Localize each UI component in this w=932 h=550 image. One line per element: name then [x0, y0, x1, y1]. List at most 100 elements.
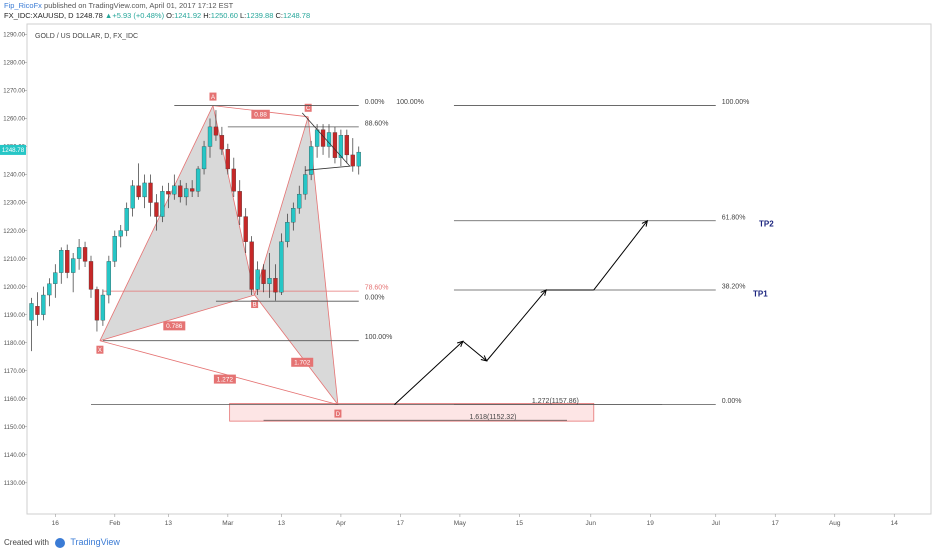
tradingview-logo-icon	[55, 537, 66, 548]
ratio-label: 0.88	[254, 111, 267, 118]
fib-label: 100.00%	[396, 99, 424, 106]
ratio-tag	[251, 109, 270, 119]
candle-body	[65, 250, 70, 273]
tp-label: TP2	[759, 219, 774, 228]
candle-body	[41, 294, 46, 315]
y-tick-label: 1170.00	[4, 369, 26, 375]
candle-body	[47, 283, 52, 296]
candle-body	[261, 269, 266, 284]
candle-body	[124, 208, 129, 231]
triangle-pattern	[301, 112, 351, 171]
pattern-point-tag	[304, 103, 312, 112]
x-tick-label: 15	[516, 520, 524, 527]
y-tick-label: 1270.00	[3, 89, 25, 95]
candle-body	[213, 126, 219, 136]
candle-body	[225, 149, 231, 170]
author-link[interactable]: Fip_RicoFx	[4, 1, 42, 10]
y-tick-label: 1190.00	[4, 313, 26, 319]
x-tick-label: 19	[647, 520, 655, 527]
footer: Created with TradingView	[0, 534, 932, 550]
candle-body	[279, 241, 284, 293]
candle-body	[326, 132, 332, 147]
candle-body	[71, 258, 76, 273]
pattern-point-label: D	[336, 412, 341, 418]
fib-right-label: 38.20%	[722, 283, 746, 290]
candle-body	[142, 182, 147, 198]
y-tick-label: 1240.00	[3, 173, 25, 179]
y-tick-label: 1290.00	[3, 33, 25, 39]
chart-title: GOLD / US DOLLAR, D, FX_IDC	[35, 33, 138, 40]
ratio-label: 0.786	[166, 323, 183, 330]
candle-body	[106, 261, 111, 296]
candle-body	[207, 126, 213, 147]
fib-label: 0.00%	[365, 99, 385, 106]
pattern-point-tag	[96, 345, 104, 354]
price-change: +5.93 (+0.48%)	[112, 11, 165, 20]
created-with-text: Created with	[4, 538, 49, 547]
x-tick-label: Apr	[336, 520, 347, 527]
projection-segment	[593, 220, 648, 291]
pattern-point-tag	[334, 409, 342, 418]
candle-body	[118, 230, 123, 237]
x-tick-label: 14	[891, 520, 899, 527]
candle-body	[255, 269, 260, 290]
candle-body	[29, 303, 34, 321]
candle-body	[219, 135, 225, 150]
ratio-tag	[213, 374, 236, 384]
fib-label: 78.60%	[365, 285, 389, 292]
chart-header: Fip_RicoFx published on TradingView.com,…	[0, 0, 932, 22]
price-chart[interactable]: GOLD / US DOLLAR, D, FX_IDC 1290.00 1280.…	[0, 22, 932, 534]
candle-body	[35, 306, 40, 315]
x-tick-label: Feb	[109, 520, 121, 527]
projection-arrowhead	[641, 219, 649, 227]
fib-label: 1.618(1152.32)	[469, 414, 516, 421]
candle-body	[189, 188, 195, 192]
tradingview-brand[interactable]: TradingView	[70, 537, 120, 547]
candle-body	[136, 185, 141, 198]
pattern-leg-XB	[99, 294, 255, 342]
high-label: H:	[203, 11, 211, 20]
projection-segment	[394, 340, 464, 405]
candle-body	[184, 188, 189, 198]
candle-body	[356, 151, 361, 167]
ratio-label: 1.702	[294, 359, 311, 366]
candle-body	[94, 289, 100, 321]
x-tick-label: 17	[772, 520, 780, 527]
pattern-xab-fill	[99, 105, 255, 341]
x-tick-label: 16	[52, 520, 60, 527]
y-tick-label: 1150.00	[4, 425, 26, 431]
high-value: 1250.60	[210, 11, 238, 20]
x-tick-label: 13	[165, 520, 173, 527]
last-price: 1248.78	[75, 11, 103, 20]
y-tick-label: 1140.00	[4, 453, 26, 459]
candle-body	[53, 272, 58, 284]
candle-body	[308, 146, 314, 175]
pattern-leg-XD	[99, 340, 339, 405]
candle-body	[88, 261, 94, 290]
candle-body	[82, 247, 88, 262]
candle-body	[76, 247, 82, 259]
ratio-tag	[163, 321, 186, 331]
fib-label: 1.272(1157.86)	[532, 398, 579, 405]
candle-body	[160, 191, 165, 217]
candle-body	[130, 185, 135, 209]
current-price-tag: 1248.78	[0, 144, 26, 155]
tp-label: TP1	[753, 289, 768, 298]
pattern-bcd-fill	[254, 116, 338, 405]
open-value: 1241.92	[174, 11, 202, 20]
up-triangle-icon: ▲	[104, 11, 113, 20]
fib-label: 100.00%	[365, 334, 393, 341]
projection-arrows	[301, 112, 649, 405]
y-tick-label: 1210.00	[3, 257, 25, 263]
fib-label: 88.60%	[365, 120, 389, 127]
low-value: 1239.88	[246, 11, 274, 20]
candle-body	[231, 168, 236, 192]
x-axis: 16 Feb 13 Mar 13 Apr 17 May 15 Jun 19 Jul 17 Aug 14	[52, 514, 899, 527]
candle-body	[303, 174, 308, 195]
candle-body	[243, 216, 248, 242]
candle-body	[148, 182, 153, 203]
x-tick-label: May	[454, 520, 467, 527]
fib-right-label: 61.80%	[722, 214, 746, 221]
fib-right-label: 100.00%	[722, 99, 750, 106]
y-tick-label: 1230.00	[3, 201, 25, 207]
